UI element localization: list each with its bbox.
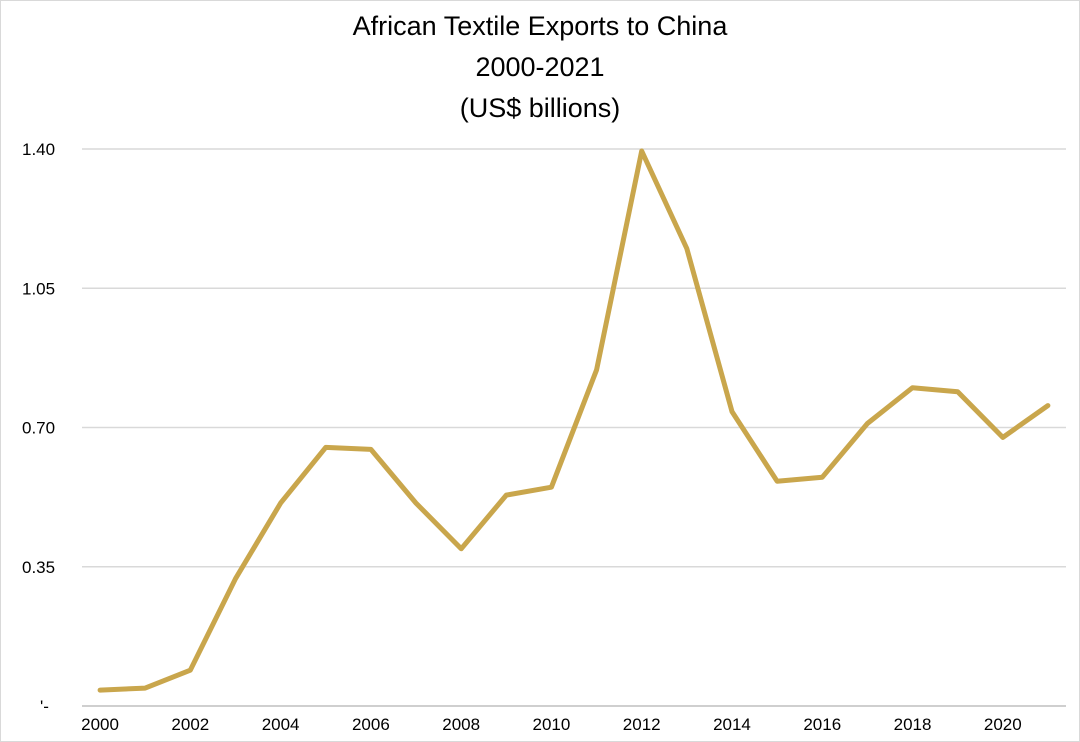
data-point (504, 493, 509, 498)
x-tick-label: 2008 (442, 715, 480, 734)
data-point (278, 501, 283, 506)
x-tick-label: 2000 (81, 715, 119, 734)
y-tick-label: 0.35 (22, 558, 55, 577)
y-tick-label: 0.70 (22, 419, 55, 438)
data-point (188, 668, 193, 673)
data-point (910, 385, 915, 390)
y-tick-label: 1.05 (22, 279, 55, 298)
x-tick-label: 2006 (352, 715, 390, 734)
data-point (1045, 403, 1050, 408)
data-point (233, 576, 238, 581)
x-tick-label: 2016 (803, 715, 841, 734)
data-point (143, 686, 148, 691)
x-tick-label: 2018 (894, 715, 932, 734)
data-point (820, 475, 825, 480)
data-point (775, 479, 780, 484)
data-point (549, 485, 554, 490)
data-point (955, 389, 960, 394)
data-point (98, 688, 103, 693)
data-point (730, 409, 735, 414)
x-tick-label: 2020 (984, 715, 1022, 734)
chart-title-line-3: (US$ billions) (459, 93, 621, 123)
data-point (414, 501, 419, 506)
chart-title-line-2: 2000-2021 (475, 52, 605, 82)
x-tick-label: 2014 (713, 715, 751, 734)
y-tick-label: 1.40 (22, 140, 55, 159)
data-point (594, 367, 599, 372)
data-point (1000, 435, 1005, 440)
data-point (459, 546, 464, 551)
data-point (865, 421, 870, 426)
x-tick-label: 2012 (623, 715, 661, 734)
x-tick-label: 2002 (171, 715, 209, 734)
y-tick-label: '- (40, 697, 49, 716)
x-tick-label: 2010 (533, 715, 571, 734)
series-line (97, 148, 1051, 693)
data-point (368, 447, 373, 452)
x-tick-label: 2004 (262, 715, 300, 734)
data-point (684, 246, 689, 251)
chart-title: African Textile Exports to China 2000-20… (0, 6, 1080, 129)
data-point (323, 445, 328, 450)
data-point (639, 149, 644, 154)
chart-title-line-1: African Textile Exports to China (352, 11, 728, 41)
